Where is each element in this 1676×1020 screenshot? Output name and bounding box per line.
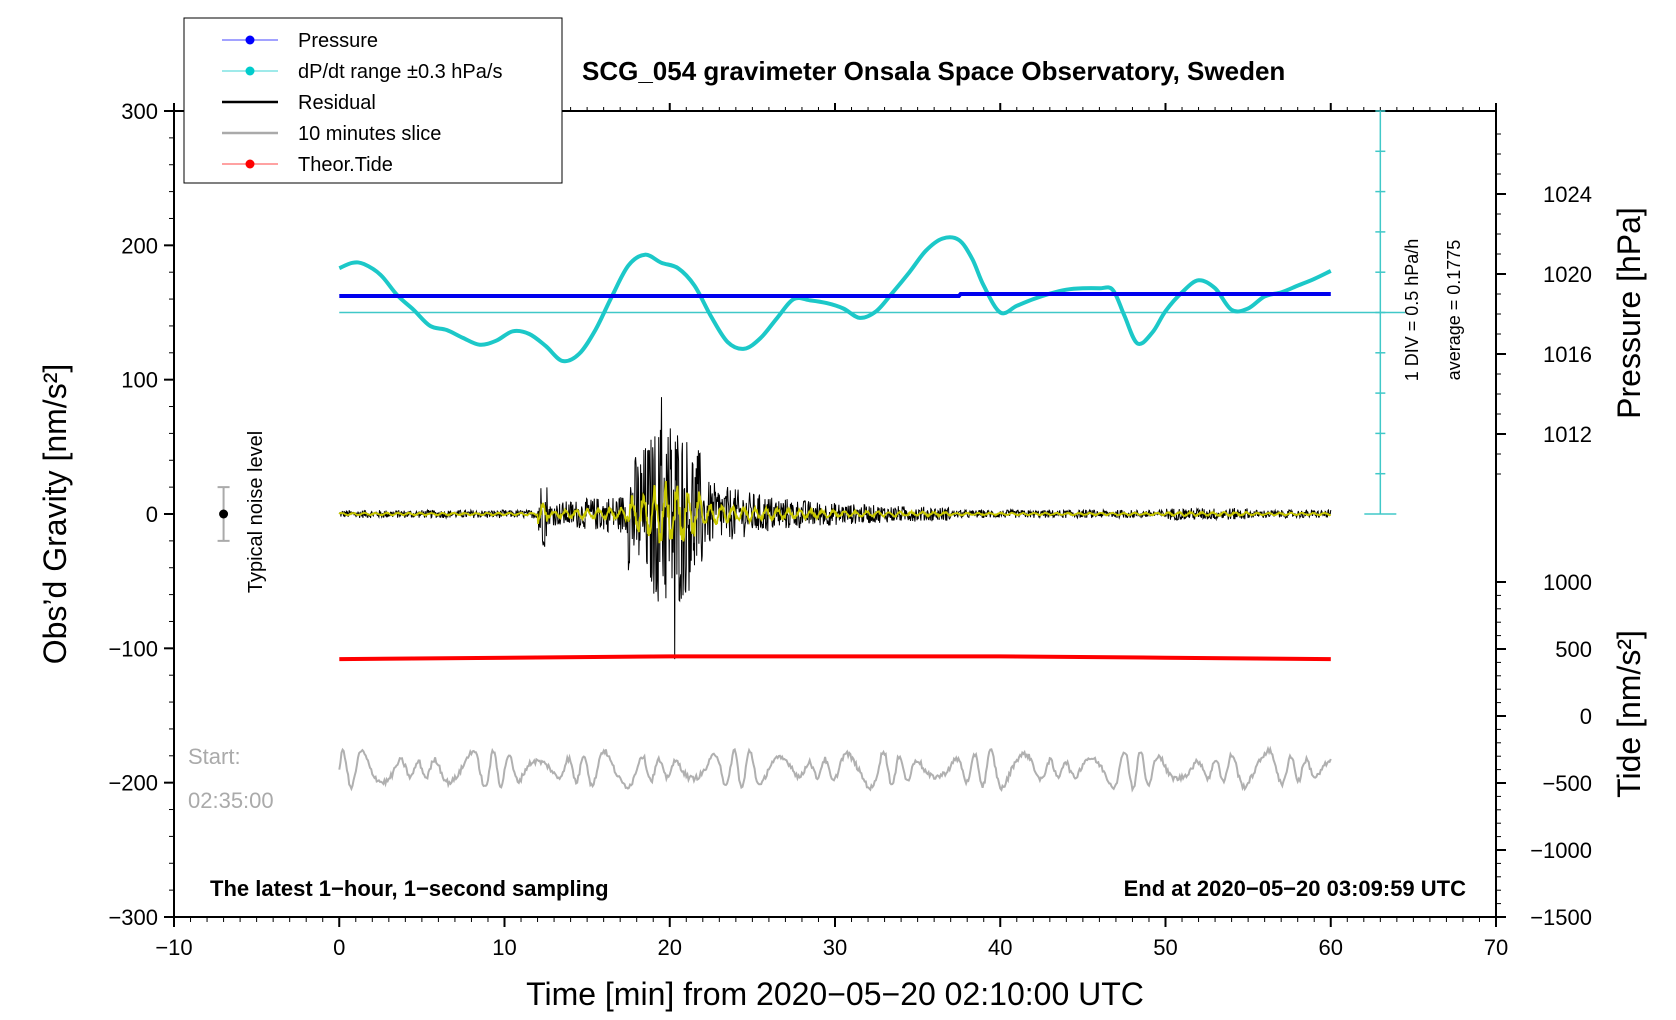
series-layer xyxy=(338,235,1406,793)
chart-title: SCG_054 gravimeter Onsala Space Observat… xyxy=(582,56,1285,86)
tide-tick-label: 500 xyxy=(1555,637,1592,662)
legend-label: Pressure xyxy=(298,30,378,52)
noise-dot xyxy=(219,509,229,519)
legend-label: Theor.Tide xyxy=(298,154,393,176)
x-tick-label: −10 xyxy=(155,935,192,960)
y-tick-label: −200 xyxy=(108,771,158,796)
y-axis-title: Obs’d Gravity [nm/s²] xyxy=(37,364,73,665)
tide-axis-title: Tide [nm/s²] xyxy=(1611,630,1647,798)
tide-tick-label: −1500 xyxy=(1530,905,1592,930)
dpdt-line xyxy=(338,235,1332,364)
start-time: 02:35:00 xyxy=(188,788,274,813)
legend: Pressure dP/dt range ±0.3 hPa/s Residual 10… xyxy=(183,17,563,184)
tide-tick-label: 0 xyxy=(1580,704,1592,729)
bottom-left-note: The latest 1−hour, 1−second sampling xyxy=(210,876,609,901)
legend-box xyxy=(183,17,563,184)
pressure-axis-ticks: 1024 1020 1016 1012 xyxy=(1496,182,1592,447)
x-axis-ticks: −10 0 10 20 30 40 50 60 70 xyxy=(155,103,1508,960)
tide-tick-label: 1000 xyxy=(1543,570,1592,595)
y-tick-label: 100 xyxy=(121,368,158,393)
x-tick-label: 10 xyxy=(492,935,516,960)
minor-ticks xyxy=(169,107,1501,922)
x-tick-label: 20 xyxy=(658,935,682,960)
tide-tick-label: −500 xyxy=(1542,771,1592,796)
x-tick-label: 0 xyxy=(333,935,345,960)
x-tick-label: 30 xyxy=(823,935,847,960)
x-tick-label: 60 xyxy=(1319,935,1343,960)
noise-label: Typical noise level xyxy=(245,431,267,593)
y-tick-label: 200 xyxy=(121,233,158,258)
x-axis-title: Time [min] from 2020−05−20 02:10:00 UTC xyxy=(526,976,1144,1012)
legend-swatch-dot xyxy=(245,66,255,76)
legend-label: Residual xyxy=(298,92,376,114)
pressure-line xyxy=(339,292,1331,298)
noise-level-marker: Typical noise level xyxy=(217,431,267,593)
legend-swatch-dot xyxy=(245,35,255,45)
start-label: Start: xyxy=(188,744,241,769)
y-tick-label: −300 xyxy=(108,905,158,930)
pressure-tick-label: 1016 xyxy=(1543,342,1592,367)
pressure-tick-label: 1024 xyxy=(1543,182,1592,207)
y-tick-label: 0 xyxy=(146,502,158,527)
legend-label: 10 minutes slice xyxy=(298,123,441,145)
x-tick-label: 40 xyxy=(988,935,1012,960)
tide-axis-ticks: 1000 500 0 −500 −1000 −1500 xyxy=(1496,570,1592,930)
ten-minute-slice-line xyxy=(338,745,1332,793)
pressure-axis-title: Pressure [hPa] xyxy=(1611,207,1647,419)
pressure-tick-label: 1020 xyxy=(1543,262,1592,287)
residual-filtered-line xyxy=(338,480,1331,544)
y-axis-ticks: 300 200 100 0 −100 −200 −300 xyxy=(108,99,174,930)
residual-line xyxy=(339,397,1332,660)
average-text: average = 0.1775 xyxy=(1444,240,1464,381)
y-tick-label: 300 xyxy=(121,99,158,124)
legend-label: dP/dt range ±0.3 hPa/s xyxy=(298,61,502,83)
legend-swatch-dot xyxy=(245,159,255,169)
x-tick-label: 50 xyxy=(1153,935,1177,960)
tide-tick-label: −1000 xyxy=(1530,838,1592,863)
bottom-right-note: End at 2020−05−20 03:09:59 UTC xyxy=(1124,876,1467,901)
legend-items: Pressure dP/dt range ±0.3 hPa/s Residual 10… xyxy=(222,30,502,176)
scale-text: 1 DIV = 0.5 hPa/h xyxy=(1402,239,1422,382)
pressure-tick-label: 1012 xyxy=(1543,422,1592,447)
y-tick-label: −100 xyxy=(108,636,158,661)
x-tick-label: 70 xyxy=(1484,935,1508,960)
theor-tide-line xyxy=(339,654,1331,662)
